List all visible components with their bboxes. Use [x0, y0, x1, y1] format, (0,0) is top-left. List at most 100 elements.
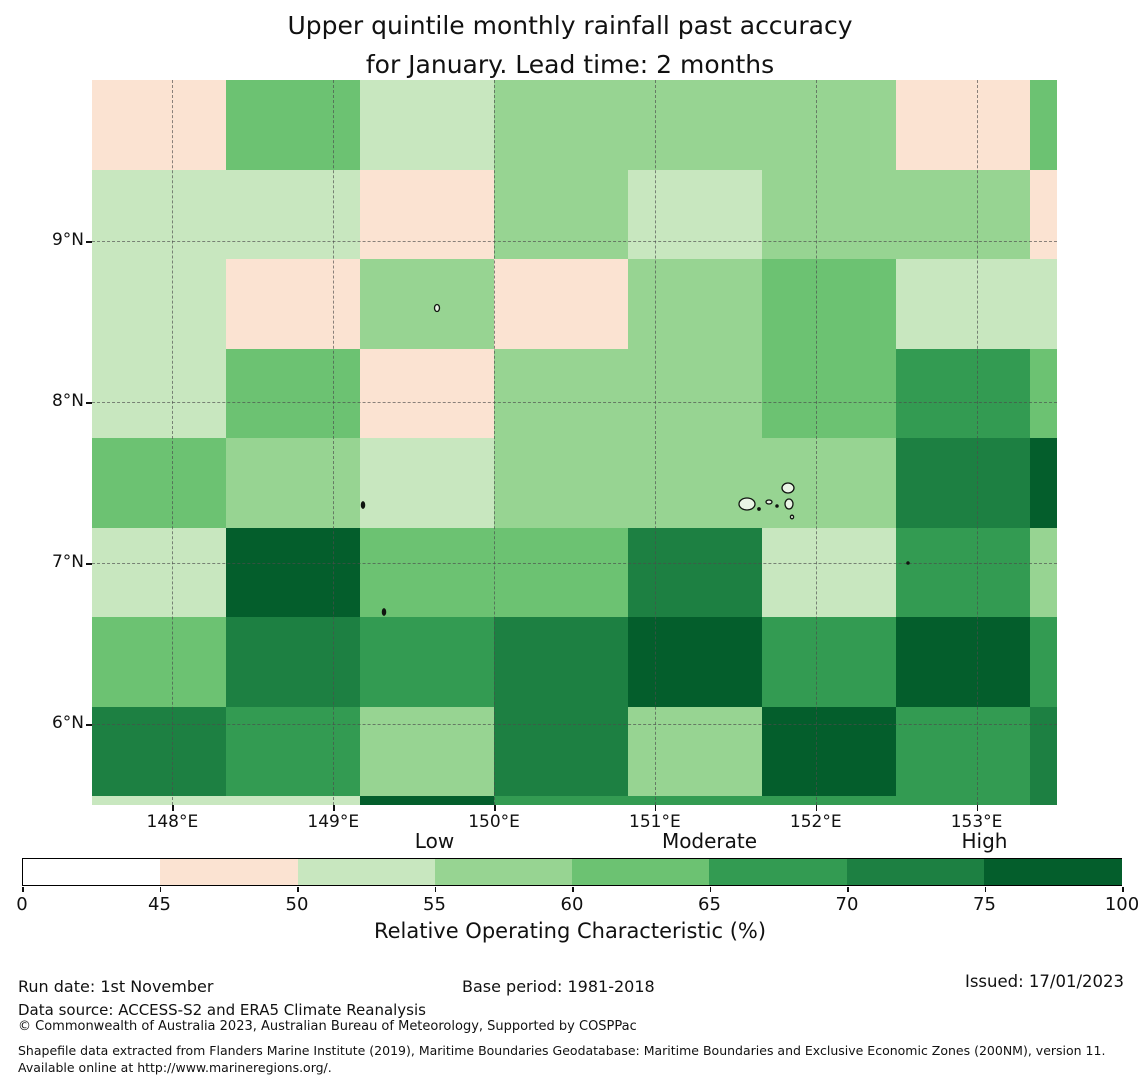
colorbar-tick — [847, 887, 849, 892]
map-cell — [226, 617, 361, 708]
map-cell — [494, 80, 629, 171]
map-cell — [896, 348, 1031, 439]
map-cell — [896, 796, 1031, 805]
island-outlines — [360, 303, 910, 616]
x-axis-tick — [172, 805, 174, 811]
colorbar-tick-label: 70 — [835, 894, 859, 915]
map-cell — [92, 796, 227, 805]
island-shape — [360, 501, 366, 509]
map-cell — [1030, 348, 1057, 439]
map-cell — [92, 348, 227, 439]
map-cell — [1030, 706, 1057, 797]
colorbar-tick — [297, 887, 299, 892]
data-source-text: Data source: ACCESS-S2 and ERA5 Climate … — [18, 1001, 426, 1019]
map-cell — [494, 259, 629, 350]
map-cell — [1030, 617, 1057, 708]
colorbar-tick — [434, 887, 436, 892]
map-gridline-horizontal — [92, 241, 1057, 243]
x-axis-tick-label: 152°E — [789, 812, 842, 832]
island-shape — [789, 514, 795, 520]
map-cell — [1030, 438, 1057, 529]
shapefile-attribution-text: Shapefile data extracted from Flanders M… — [18, 1043, 1106, 1075]
map-cell — [628, 617, 763, 708]
x-axis-tick — [654, 805, 657, 811]
map-cell — [628, 80, 763, 171]
y-axis-tick-label: 8°N — [51, 391, 84, 412]
colorbar-segment — [846, 859, 985, 885]
y-axis-tick — [86, 402, 92, 404]
colorbar-tick — [1122, 887, 1124, 892]
colorbar-segment — [709, 859, 848, 885]
map-cell — [762, 796, 897, 805]
map-cell — [896, 617, 1031, 708]
island-shape — [906, 561, 910, 565]
x-axis-tick-label: 153°E — [950, 812, 1003, 832]
colorbar-tick-label: 65 — [698, 894, 721, 915]
map-cell — [1030, 169, 1057, 260]
y-axis-tick-label: 6°N — [51, 713, 84, 734]
colorbar-tick — [709, 887, 711, 892]
colorbar-tick — [572, 887, 574, 892]
map-cell — [1030, 259, 1057, 350]
y-axis-tick-label: 9°N — [51, 230, 84, 251]
colorbar-segment — [434, 859, 573, 885]
colorbar — [22, 858, 1122, 886]
map-cell — [762, 617, 897, 708]
map-cell — [628, 527, 763, 618]
map-cell — [762, 348, 897, 439]
colorbar-segment — [983, 859, 1122, 885]
map-cell — [762, 438, 897, 529]
map-cell — [226, 259, 361, 350]
x-axis-tick-label: 150°E — [468, 812, 520, 832]
chart-title-line1: Upper quintile monthly rainfall past acc… — [287, 11, 853, 40]
chart-title: Upper quintile monthly rainfall past acc… — [0, 6, 1140, 84]
colorbar-axis-label: Relative Operating Characteristic (%) — [373, 919, 767, 943]
run-date-text: Run date: 1st November — [18, 977, 214, 996]
map-cell — [896, 80, 1031, 171]
map-cell — [1030, 796, 1057, 805]
colorbar-category-label: High — [961, 829, 1008, 853]
map-cell — [494, 706, 629, 797]
map-cell — [92, 80, 227, 171]
colorbar-tick — [159, 887, 161, 892]
map-cell — [360, 348, 495, 439]
map-cell — [360, 80, 495, 171]
map-cell — [896, 527, 1031, 618]
map-cell — [226, 796, 361, 805]
x-axis-tick-label: 149°E — [307, 812, 360, 832]
colorbar-tick-label: 45 — [148, 894, 171, 915]
map-gridline-horizontal — [92, 402, 1057, 404]
colorbar-tick — [22, 887, 24, 892]
map-cell — [896, 438, 1031, 529]
colorbar-category-label: Moderate — [661, 829, 758, 853]
y-axis-tick-label: 7°N — [51, 552, 84, 573]
x-axis-tick — [333, 805, 335, 811]
map-cell — [360, 438, 495, 529]
colorbar-category-label: Low — [414, 829, 455, 853]
colorbar-tick-label: 50 — [285, 894, 309, 915]
copyright-text: © Commonwealth of Australia 2023, Austra… — [18, 1019, 637, 1034]
colorbar-tick-label: 60 — [560, 894, 584, 915]
base-period-text: Base period: 1981-2018 — [462, 977, 655, 996]
map-cell — [92, 706, 227, 797]
map-cell — [92, 169, 227, 260]
island-shape — [781, 482, 795, 494]
map-cell — [1030, 527, 1057, 618]
map-cell — [628, 706, 763, 797]
y-axis-tick — [86, 563, 92, 565]
map-cell — [226, 348, 361, 439]
map-cell — [226, 706, 361, 797]
map-cell — [762, 259, 897, 350]
map-cell — [92, 259, 227, 350]
map-cell — [494, 438, 629, 529]
colorbar-segment — [572, 859, 710, 885]
island-shape — [765, 499, 773, 505]
colorbar-tick-label: 75 — [973, 894, 996, 915]
map-cell — [762, 80, 897, 171]
map-cell — [360, 169, 495, 260]
island-shape — [784, 498, 794, 510]
map-gridline-horizontal — [92, 563, 1057, 565]
x-axis-tick — [494, 805, 496, 811]
x-axis-tick-label: 151°E — [629, 812, 681, 832]
